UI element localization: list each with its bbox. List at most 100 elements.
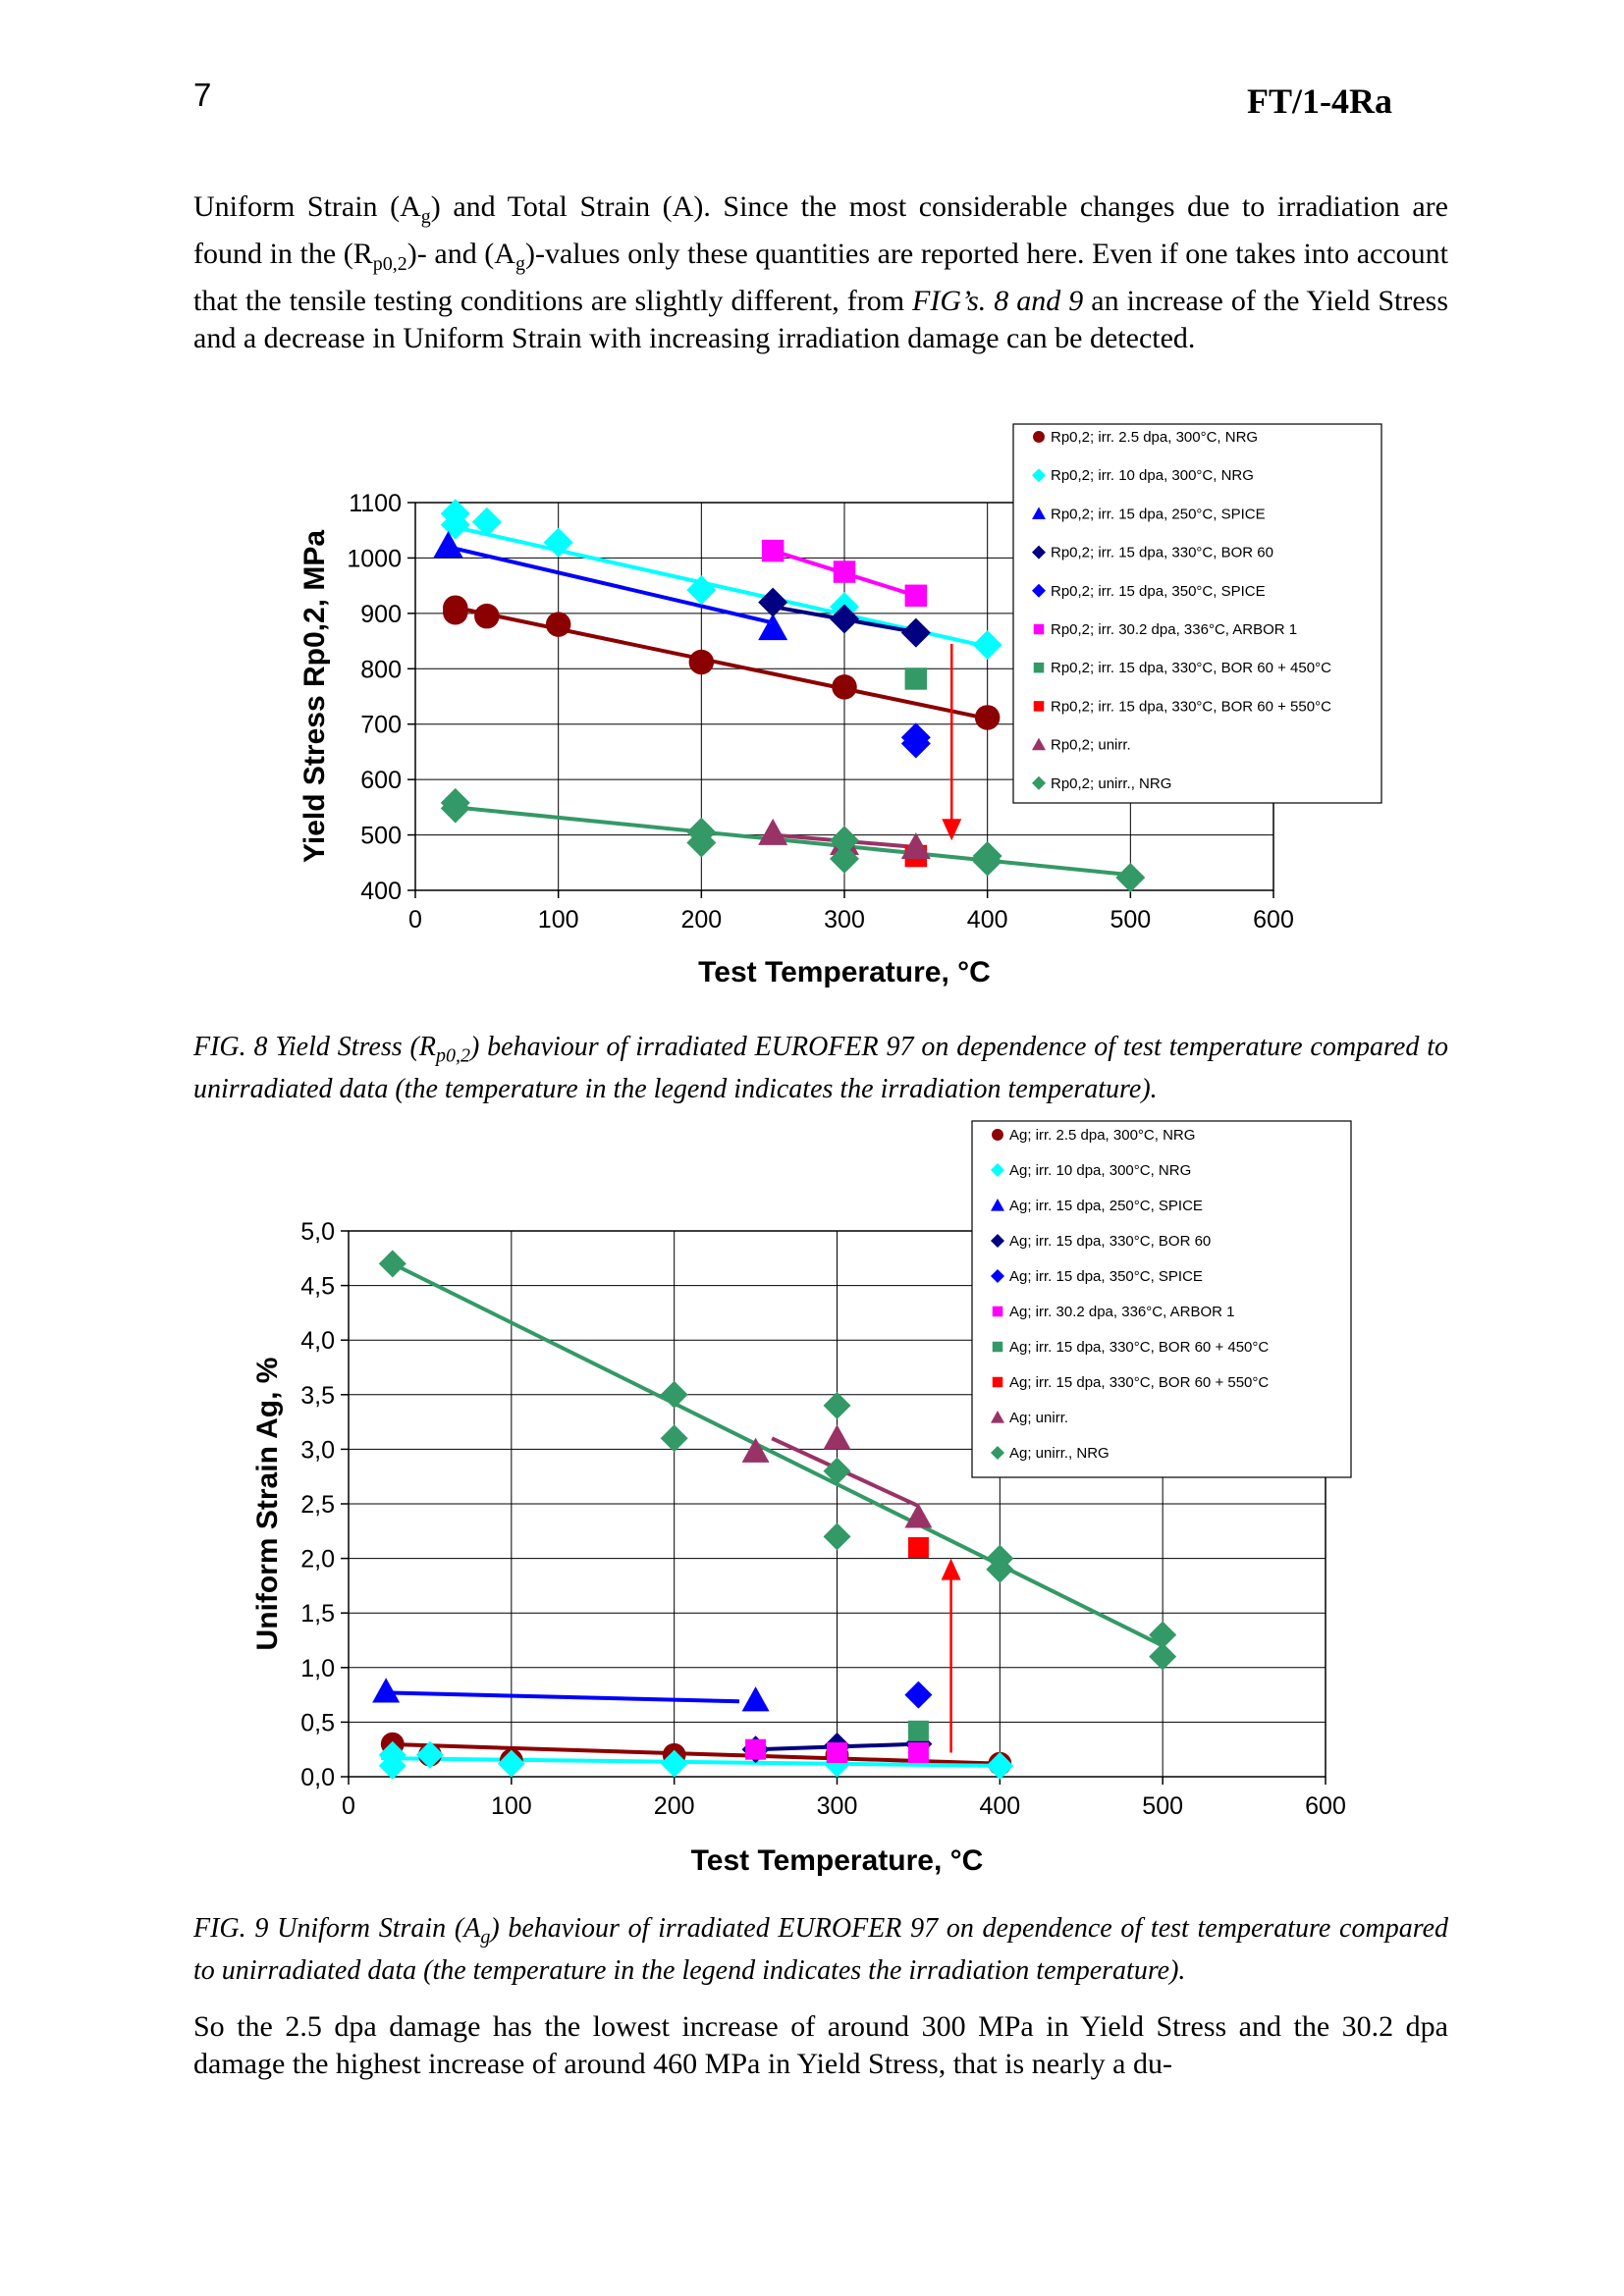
legend-marker bbox=[1032, 775, 1046, 790]
data-point bbox=[745, 1738, 767, 1760]
data-point bbox=[823, 1522, 851, 1551]
y-tick-label: 500 bbox=[360, 823, 402, 850]
data-point bbox=[907, 1742, 929, 1764]
x-tick-label: 500 bbox=[1142, 1792, 1183, 1820]
data-point bbox=[907, 1536, 929, 1558]
y-tick-label: 2,0 bbox=[300, 1546, 335, 1574]
data-point bbox=[823, 1457, 851, 1485]
trend-line bbox=[381, 1741, 1001, 1766]
legend-label: Ag; irr. 15 dpa, 250°C, SPICE bbox=[1009, 1198, 1203, 1214]
y-tick-label: 0,5 bbox=[300, 1709, 335, 1736]
y-tick-label: 4,0 bbox=[300, 1327, 335, 1355]
legend-marker bbox=[1033, 701, 1045, 712]
x-tick-label: 400 bbox=[979, 1792, 1020, 1820]
data-point bbox=[741, 1686, 770, 1712]
y-axis-label: Uniform Strain Ag, % bbox=[251, 1358, 284, 1651]
data-point bbox=[660, 1380, 688, 1409]
data-point bbox=[974, 705, 1001, 730]
legend-label: Rp0,2; unirr. bbox=[1051, 737, 1131, 754]
x-tick-label: 300 bbox=[824, 906, 865, 934]
x-tick-label: 500 bbox=[1110, 906, 1151, 934]
data-point bbox=[378, 1250, 406, 1278]
x-tick-label: 0 bbox=[342, 1792, 355, 1820]
legend-marker bbox=[992, 1306, 1003, 1317]
data-point bbox=[1115, 863, 1146, 893]
y-tick-label: 600 bbox=[360, 767, 402, 794]
x-tick-label: 0 bbox=[408, 906, 422, 934]
y-tick-label: 4,5 bbox=[300, 1273, 335, 1301]
legend-marker bbox=[992, 1376, 1003, 1388]
data-point bbox=[972, 846, 1002, 877]
trend-line bbox=[391, 1261, 1164, 1648]
data-point bbox=[758, 587, 788, 617]
y-tick-label: 1000 bbox=[347, 545, 402, 572]
data-point bbox=[688, 649, 715, 675]
y-tick-label: 1,5 bbox=[300, 1600, 335, 1628]
document-code: FT/1-4Ra bbox=[1247, 81, 1392, 121]
legend-marker bbox=[991, 1199, 1004, 1211]
legend-label: Rp0,2; irr. 15 dpa, 350°C, SPICE bbox=[1051, 583, 1266, 600]
data-point bbox=[972, 630, 1002, 661]
paragraph-conclusion: So the 2.5 dpa damage has the lowest inc… bbox=[193, 2010, 1448, 2080]
data-point bbox=[372, 1678, 401, 1703]
legend-marker bbox=[991, 1163, 1004, 1177]
data-point bbox=[832, 674, 857, 700]
legend-marker bbox=[1032, 737, 1046, 751]
data-point bbox=[543, 527, 573, 558]
legend-marker bbox=[992, 1129, 1003, 1141]
x-tick-label: 200 bbox=[680, 906, 722, 934]
data-point bbox=[833, 561, 856, 583]
legend-label: Rp0,2; irr. 15 dpa, 330°C, BOR 60 + 550°… bbox=[1051, 698, 1331, 715]
legend-label: Rp0,2; unirr., NRG bbox=[1051, 775, 1171, 792]
data-point bbox=[761, 539, 785, 562]
arrow-head bbox=[942, 819, 962, 841]
legend-label: Rp0,2; irr. 2.5 dpa, 300°C, NRG bbox=[1051, 429, 1258, 446]
legend-marker bbox=[991, 1446, 1004, 1460]
y-tick-label: 2,5 bbox=[300, 1491, 335, 1519]
legend-marker bbox=[1032, 507, 1046, 519]
data-point bbox=[904, 667, 928, 690]
data-point bbox=[758, 818, 788, 845]
data-point bbox=[1149, 1642, 1177, 1671]
data-point bbox=[900, 617, 931, 648]
data-point bbox=[378, 1751, 406, 1780]
legend-marker bbox=[1033, 623, 1045, 635]
y-tick-label: 5,0 bbox=[300, 1218, 335, 1246]
data-point bbox=[415, 1740, 444, 1769]
legend-marker bbox=[991, 1234, 1004, 1248]
arrow-head bbox=[941, 1558, 961, 1580]
data-point bbox=[986, 1555, 1014, 1583]
legend-label: Rp0,2; irr. 30.2 dpa, 336°C, ARBOR 1 bbox=[1051, 621, 1297, 638]
trend-line bbox=[443, 522, 989, 649]
x-tick-label: 300 bbox=[817, 1792, 858, 1820]
x-tick-label: 100 bbox=[491, 1792, 532, 1820]
y-tick-label: 3,0 bbox=[300, 1436, 335, 1464]
data-point bbox=[1149, 1621, 1177, 1649]
y-axis-label: Yield Stress Rp0,2, MPa bbox=[298, 530, 331, 863]
data-point bbox=[686, 575, 717, 606]
y-tick-label: 700 bbox=[360, 712, 402, 739]
legend-marker bbox=[1032, 468, 1046, 483]
trend-line bbox=[448, 545, 774, 625]
x-tick-label: 100 bbox=[538, 906, 579, 934]
chart-1: 0 100 200 300 400 500 600 400 500 600 700 800 900 100… bbox=[298, 423, 1382, 988]
x-tick-label: 600 bbox=[1253, 906, 1294, 934]
data-point bbox=[660, 1424, 688, 1453]
legend-marker bbox=[991, 1269, 1004, 1283]
legend-marker bbox=[1033, 662, 1045, 673]
data-point bbox=[830, 843, 859, 874]
legend-marker bbox=[1032, 545, 1046, 560]
data-point bbox=[986, 1751, 1014, 1780]
legend-label: Rp0,2; irr. 10 dpa, 300°C, NRG bbox=[1051, 467, 1254, 484]
figure-8-caption: FIG. 8 Yield Stress (Rp0,2) behaviour of… bbox=[193, 1032, 1448, 1104]
legend-label: Rp0,2; irr. 15 dpa, 330°C, BOR 60 bbox=[1051, 545, 1273, 561]
legend-label: Rp0,2; irr. 15 dpa, 330°C, BOR 60 + 450°… bbox=[1051, 660, 1331, 676]
data-point bbox=[471, 507, 502, 537]
legend-label: Ag; irr. 30.2 dpa, 336°C, ARBOR 1 bbox=[1009, 1304, 1234, 1320]
y-tick-label: 400 bbox=[360, 878, 402, 905]
data-point bbox=[900, 728, 931, 759]
chart-2: 0 100 200 300 400 500 600 0,0 0,5 1,0 1,5 2,0 2,5 3,0… bbox=[251, 1120, 1352, 1877]
legend-label: Rp0,2; irr. 15 dpa, 250°C, SPICE bbox=[1051, 506, 1266, 522]
data-point bbox=[433, 531, 463, 559]
